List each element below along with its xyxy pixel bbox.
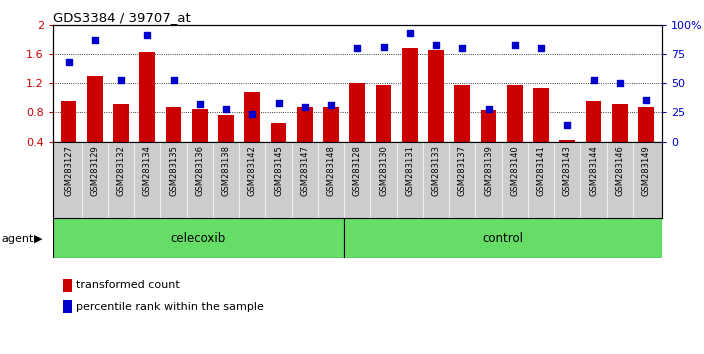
Bar [376, 85, 391, 142]
Point [115, 77, 127, 82]
Text: GSM283147: GSM283147 [301, 145, 309, 196]
Point [430, 42, 441, 47]
Point [404, 30, 415, 36]
Text: GSM283144: GSM283144 [589, 145, 598, 196]
Point [378, 44, 389, 50]
Text: ▶: ▶ [34, 234, 42, 244]
Point [588, 77, 599, 82]
Point [509, 42, 520, 47]
Bar [428, 50, 444, 142]
Point [246, 111, 258, 116]
Text: celecoxib: celecoxib [171, 232, 226, 245]
Text: GSM283143: GSM283143 [562, 145, 572, 196]
Bar [612, 104, 628, 142]
Text: GSM283136: GSM283136 [195, 145, 204, 196]
Bar [87, 76, 103, 142]
Text: GSM283140: GSM283140 [510, 145, 520, 196]
Bar [113, 104, 129, 142]
Point [89, 37, 101, 43]
Point [483, 106, 494, 112]
Point [299, 104, 310, 109]
Point [457, 45, 468, 51]
Bar [507, 85, 522, 142]
Text: GSM283145: GSM283145 [274, 145, 283, 196]
Bar [560, 140, 575, 142]
Bar [323, 107, 339, 142]
Point [325, 103, 337, 108]
Text: GSM283146: GSM283146 [615, 145, 624, 196]
Text: agent: agent [1, 234, 34, 244]
Point [63, 59, 74, 65]
Bar [218, 115, 234, 142]
Point [614, 80, 625, 86]
Text: GSM283134: GSM283134 [143, 145, 152, 196]
Text: GSM283141: GSM283141 [536, 145, 546, 196]
Text: transformed count: transformed count [76, 280, 180, 290]
Text: GSM283127: GSM283127 [64, 145, 73, 196]
Bar [192, 109, 208, 142]
Bar [244, 92, 260, 142]
Text: GSM283129: GSM283129 [90, 145, 99, 196]
Bar [139, 52, 155, 142]
Text: GSM283133: GSM283133 [432, 145, 441, 196]
Bar [349, 83, 365, 142]
Text: control: control [482, 232, 523, 245]
Text: GSM283149: GSM283149 [641, 145, 650, 196]
Point [273, 100, 284, 106]
Bar [481, 110, 496, 142]
Bar [533, 88, 549, 142]
Point [220, 106, 232, 112]
Text: GSM283139: GSM283139 [484, 145, 493, 196]
Bar [165, 107, 182, 142]
Text: GSM283132: GSM283132 [117, 145, 125, 196]
Bar [344, 218, 662, 258]
Bar [638, 107, 654, 142]
Point [194, 101, 206, 107]
Bar [61, 102, 77, 142]
Point [641, 97, 652, 102]
Bar [454, 85, 470, 142]
Bar [53, 218, 344, 258]
Text: percentile rank within the sample: percentile rank within the sample [76, 302, 264, 312]
Bar [270, 123, 287, 142]
Point [351, 45, 363, 51]
Point [535, 45, 546, 51]
Bar [297, 107, 313, 142]
Text: GSM283138: GSM283138 [222, 145, 230, 196]
Point [168, 77, 180, 82]
Text: GSM283131: GSM283131 [406, 145, 414, 196]
Text: GSM283142: GSM283142 [248, 145, 257, 196]
Text: GSM283128: GSM283128 [353, 145, 362, 196]
Bar [402, 48, 417, 142]
Text: GDS3384 / 39707_at: GDS3384 / 39707_at [53, 11, 191, 24]
Point [562, 122, 573, 128]
Text: GSM283135: GSM283135 [169, 145, 178, 196]
Text: GSM283130: GSM283130 [379, 145, 388, 196]
Point [142, 33, 153, 38]
Text: GSM283137: GSM283137 [458, 145, 467, 196]
Bar [586, 102, 601, 142]
Text: GSM283148: GSM283148 [327, 145, 336, 196]
